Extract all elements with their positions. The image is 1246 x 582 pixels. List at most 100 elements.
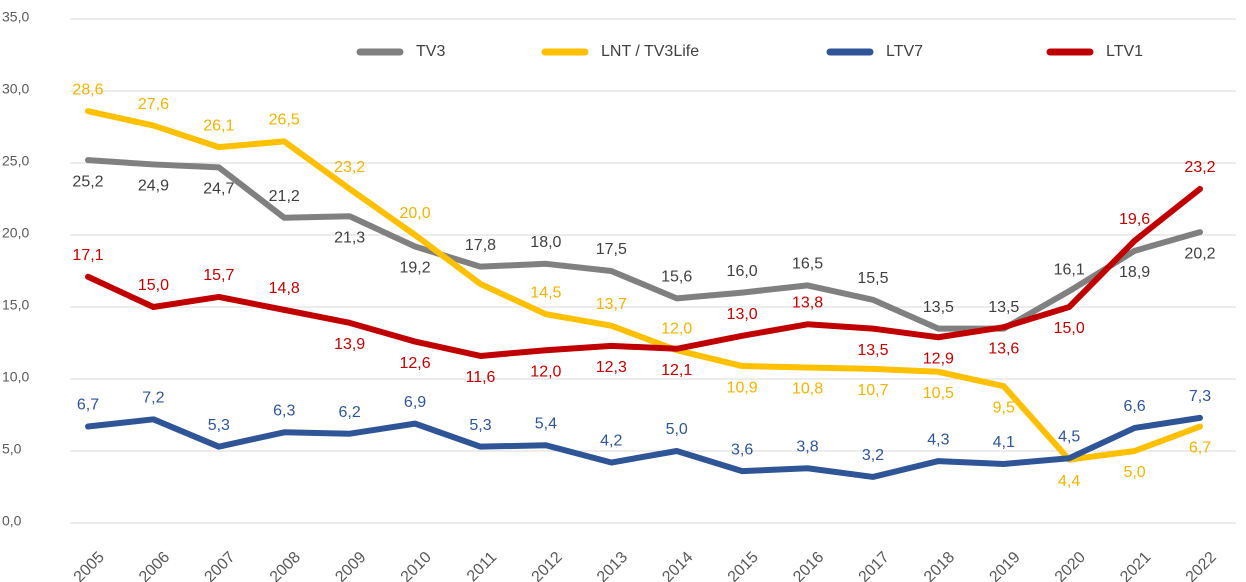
data-label: 13,5 — [988, 299, 1019, 316]
data-label: 12,9 — [923, 350, 954, 367]
data-label: 4,4 — [1058, 473, 1080, 490]
y-tick-label: 30,0 — [2, 81, 29, 97]
x-tick-label: 2017 — [856, 549, 893, 582]
data-label: 13,0 — [727, 306, 758, 323]
data-label: 21,2 — [269, 188, 300, 205]
data-label: 10,9 — [727, 379, 758, 396]
data-label: 21,3 — [334, 229, 365, 246]
x-tick-label: 2008 — [267, 549, 304, 582]
data-label: 10,7 — [857, 382, 888, 399]
data-label: 23,2 — [334, 159, 365, 176]
y-tick-label: 15,0 — [2, 297, 29, 313]
data-label: 12,0 — [661, 320, 692, 337]
data-label: 6,7 — [1189, 440, 1211, 457]
data-label: 6,9 — [404, 394, 426, 411]
data-label: 9,5 — [993, 399, 1015, 416]
data-label: 5,4 — [535, 415, 557, 432]
x-tick-label: 2019 — [986, 549, 1023, 582]
data-label: 23,2 — [1184, 159, 1215, 176]
data-label: 25,2 — [72, 173, 103, 190]
data-label: 26,1 — [203, 117, 234, 134]
data-label: 3,8 — [796, 438, 818, 455]
x-tick-label: 2016 — [790, 549, 827, 582]
data-label: 18,0 — [530, 234, 561, 251]
data-label: 27,6 — [138, 96, 169, 113]
data-label: 26,5 — [269, 112, 300, 129]
data-label: 19,6 — [1119, 211, 1150, 228]
data-label: 20,0 — [399, 205, 430, 222]
data-label: 11,6 — [465, 369, 495, 386]
data-label: 19,2 — [399, 260, 430, 277]
data-label: 15,6 — [661, 269, 692, 286]
data-label: 17,1 — [72, 247, 103, 264]
data-label: 5,3 — [469, 417, 491, 434]
legend-label: LNT / TV3Life — [601, 43, 699, 60]
data-label: 3,6 — [731, 441, 753, 458]
data-label: 15,0 — [1054, 320, 1085, 337]
data-label: 6,6 — [1123, 398, 1145, 415]
data-label: 6,7 — [77, 397, 99, 414]
data-label: 13,8 — [792, 294, 823, 311]
x-tick-label: 2021 — [1117, 549, 1154, 582]
data-label: 15,5 — [857, 270, 888, 287]
data-label: 24,7 — [203, 181, 234, 198]
data-label: 15,0 — [138, 277, 169, 294]
data-label: 10,8 — [792, 381, 823, 398]
x-tick-label: 2020 — [1052, 549, 1089, 582]
data-label: 4,1 — [993, 434, 1015, 451]
legend-label: LTV7 — [886, 43, 923, 60]
y-tick-label: 20,0 — [2, 225, 29, 241]
x-tick-label: 2007 — [201, 549, 238, 582]
y-tick-label: 5,0 — [2, 441, 22, 457]
legend-label: TV3 — [416, 43, 445, 60]
legend-label: LTV1 — [1106, 43, 1143, 60]
data-label: 3,2 — [862, 447, 884, 464]
data-label: 16,1 — [1054, 261, 1085, 278]
x-tick-label: 2013 — [594, 549, 631, 582]
data-label: 13,5 — [923, 299, 954, 316]
data-label: 14,5 — [530, 284, 561, 301]
data-label: 10,5 — [923, 385, 954, 402]
data-label: 13,6 — [988, 340, 1019, 357]
x-tick-label: 2011 — [464, 549, 500, 582]
data-label: 7,3 — [1189, 388, 1211, 405]
data-label: 5,3 — [208, 417, 230, 434]
data-label: 6,3 — [273, 402, 295, 419]
y-tick-label: 35,0 — [2, 9, 29, 25]
data-label: 12,1 — [661, 362, 692, 379]
x-tick-label: 2018 — [921, 549, 958, 582]
y-tick-label: 25,0 — [2, 153, 29, 169]
x-tick-label: 2005 — [71, 549, 108, 582]
data-label: 13,7 — [596, 296, 627, 313]
data-label: 6,2 — [339, 404, 361, 421]
data-label: 17,8 — [465, 237, 496, 254]
data-label: 12,3 — [596, 359, 627, 376]
data-label: 20,2 — [1184, 245, 1215, 262]
data-label: 18,9 — [1119, 264, 1150, 281]
series-line — [85, 108, 1203, 463]
y-tick-label: 10,0 — [2, 369, 29, 385]
data-label: 28,6 — [72, 81, 103, 98]
x-tick-label: 2015 — [725, 549, 762, 582]
data-label: 13,9 — [334, 336, 365, 353]
series-line — [85, 414, 1203, 480]
data-label: 4,3 — [927, 431, 949, 448]
data-label: 16,5 — [792, 256, 823, 273]
data-label: 13,5 — [857, 342, 888, 359]
data-label: 5,0 — [666, 421, 688, 438]
x-tick-label: 2012 — [529, 549, 566, 582]
data-label: 17,5 — [596, 241, 627, 258]
data-label: 24,9 — [138, 178, 169, 195]
x-tick-label: 2006 — [136, 549, 173, 582]
data-label: 12,6 — [399, 355, 430, 372]
data-label: 7,2 — [142, 390, 164, 407]
y-tick-label: 0,0 — [2, 513, 22, 529]
data-label: 14,8 — [269, 280, 300, 297]
x-tick-label: 2022 — [1183, 549, 1220, 582]
x-tick-label: 2009 — [332, 549, 369, 582]
data-label: 16,0 — [727, 263, 758, 280]
data-label: 4,5 — [1058, 428, 1080, 445]
x-tick-label: 2014 — [659, 549, 696, 582]
x-tick-label: 2010 — [398, 549, 435, 582]
